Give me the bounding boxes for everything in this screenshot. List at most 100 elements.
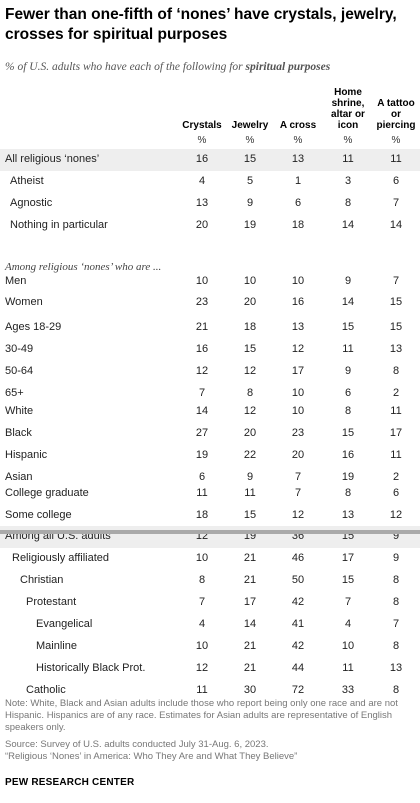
cell-value: 15 [243,509,257,521]
cell-value: 9 [392,552,400,564]
table-row: Women 23 20 16 14 15 [0,292,420,314]
cell-value: 30 [243,684,257,696]
cell-value: 17 [243,596,257,608]
table-row: Religiously affiliated 10 21 46 17 9 [0,548,420,570]
cell-value: 23 [291,427,305,439]
cell-value: 10 [291,405,305,417]
cell-value: 14 [341,296,355,308]
row-label: Black [5,427,32,439]
cell-value: 10 [195,275,209,287]
section-label: Among religious ‘nones’ who are ... [5,261,162,273]
cell-value: 8 [344,405,352,417]
cell-value: 9 [246,197,254,209]
cell-value: 11 [390,153,402,165]
row-label: Atheist [10,175,44,187]
cell-value: 11 [244,487,256,499]
cell-value: 3 [344,175,352,187]
cell-value: 11 [342,343,354,355]
source-text: Source: Survey of U.S. adults conducted … [5,739,269,750]
cell-value: 12 [243,405,257,417]
cell-value: 8 [344,487,352,499]
cell-value: 15 [341,427,355,439]
cell-value: 21 [243,574,257,586]
cell-value: 2 [392,387,400,399]
cell-value: 11 [390,449,402,461]
row-label: Agnostic [10,197,53,209]
cell-value: 21 [195,321,209,333]
cell-value: 17 [389,427,403,439]
cell-value: 8 [392,365,400,377]
row-label: Evangelical [36,618,93,630]
cell-value: 8 [392,684,400,696]
cell-value: 7 [392,197,400,209]
column-header: Jewelry [231,120,269,131]
cell-value: 10 [341,640,355,652]
cell-value: 41 [291,618,305,630]
table-row: Mainline 10 21 42 10 8 [0,636,420,658]
cell-value: 12 [291,343,305,355]
cell-value: 13 [291,321,305,333]
cell-value: 16 [291,296,305,308]
cell-value: 8 [392,574,400,586]
row-label: All religious ‘nones’ [5,153,100,165]
row-label: Protestant [26,596,77,608]
cell-value: 12 [389,509,403,521]
cell-value: 4 [198,618,206,630]
cell-value: 21 [243,640,257,652]
cell-value: 7 [294,487,302,499]
cell-value: 20 [243,296,257,308]
cell-value: 18 [195,509,209,521]
cell-value: 9 [344,365,352,377]
cell-value: 11 [342,662,354,674]
cell-value: 8 [344,197,352,209]
table-row: Christian 8 21 50 15 8 [0,570,420,592]
row-label: Historically Black Prot. [36,662,146,674]
cell-value: 17 [341,552,355,564]
chart-title: Fewer than one-fifth of ‘nones’ have cry… [5,6,397,43]
cell-value: 72 [291,684,305,696]
row-label: Hispanic [5,449,48,461]
row-label: College graduate [5,487,89,499]
table-row: Some college 18 15 12 13 12 [0,505,420,527]
chart-subtitle: % of U.S. adults who have each of the fo… [5,61,415,73]
table-row: Atheist 4 5 1 3 6 [0,171,420,193]
table-row: Historically Black Prot. 12 21 44 11 13 [0,658,420,680]
cell-value: 10 [243,275,257,287]
cell-value: 13 [341,509,355,521]
cell-value: 7 [392,618,400,630]
cell-value: 16 [195,343,209,355]
cell-value: 11 [342,153,354,165]
table-row: Ages 18-29 21 18 13 15 15 [0,317,420,339]
cell-value: 19 [195,449,209,461]
cell-value: 14 [243,618,257,630]
cell-value: 1 [294,175,302,187]
cell-value: 12 [291,509,305,521]
cell-value: 4 [198,175,206,187]
table-row: Black 27 20 23 15 17 [0,423,420,445]
table-row: Catholic 11 30 72 33 8 [0,680,420,702]
row-label: Women [5,296,43,308]
table-row: 30-49 16 15 12 11 13 [0,339,420,361]
cell-value: 14 [341,219,355,231]
row-label: 50-64 [5,365,34,377]
cell-value: 18 [243,321,257,333]
cell-value: 9 [246,471,254,483]
subtitle-emphasis: spiritual purposes [245,61,331,73]
row-label: Mainline [36,640,77,652]
cell-value: 16 [195,153,209,165]
cell-value: 2 [392,471,400,483]
cell-value: 19 [243,219,257,231]
cell-value: 5 [246,175,254,187]
column-header: Crystals [182,120,222,131]
cell-value: 27 [195,427,209,439]
table-row: Men 10 10 10 9 7 [0,271,420,293]
cell-value: 15 [341,574,355,586]
cell-value: 21 [243,662,257,674]
cell-value: 14 [389,219,403,231]
column-header: A tattoo or piercing [376,98,416,131]
cell-value: 8 [246,387,254,399]
cell-value: 10 [291,275,305,287]
cell-value: 19 [341,471,355,483]
cell-value: 7 [198,596,206,608]
cell-value: 6 [392,175,400,187]
